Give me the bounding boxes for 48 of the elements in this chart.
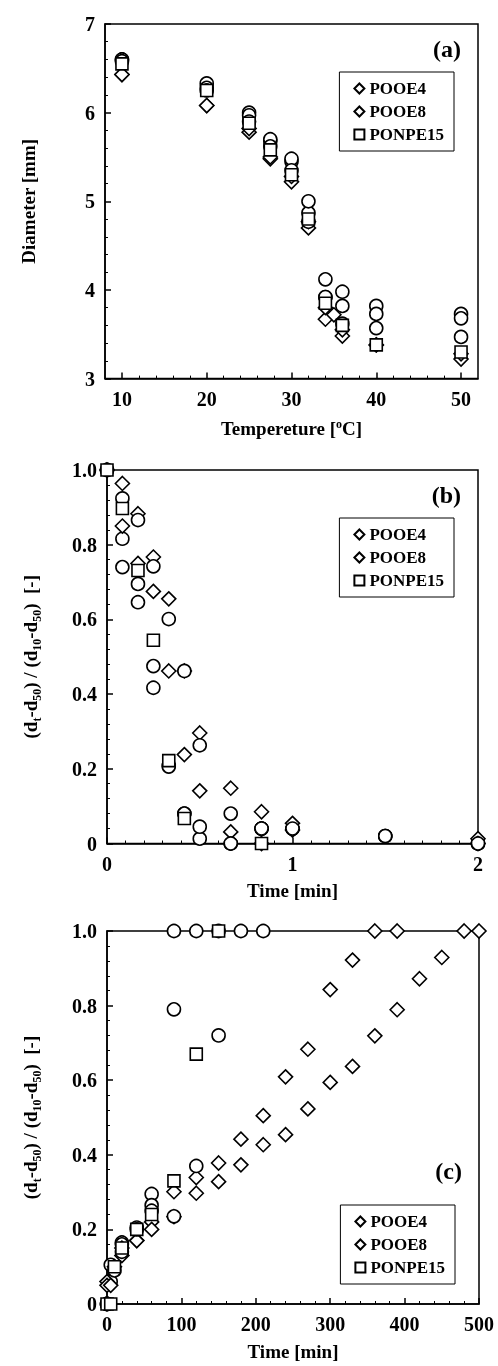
y-tick-label: 0.8 bbox=[72, 994, 97, 1017]
legend-label: PONPE15 bbox=[369, 125, 444, 144]
y-tick-label: 1.0 bbox=[72, 459, 97, 481]
text: (dt-d50) / (d10-d50) [-] bbox=[19, 1035, 44, 1200]
x-tick-label: 0 bbox=[102, 852, 112, 875]
y-tick-label: 5 bbox=[85, 190, 95, 213]
legend-label: POOE4 bbox=[370, 1212, 428, 1231]
y-tick-label: 4 bbox=[85, 278, 95, 301]
legend-label: POOE8 bbox=[369, 102, 427, 121]
text: (c) bbox=[435, 1158, 462, 1184]
y-tick-label: 0.8 bbox=[72, 533, 97, 556]
x-tick-label: 1 bbox=[287, 852, 298, 875]
text: (a) bbox=[433, 36, 461, 62]
x-tick-label: 10 bbox=[111, 387, 132, 410]
text: (dt-d50) / (d10-d50) [-] bbox=[19, 575, 44, 739]
x-tick-label: 2 bbox=[473, 852, 483, 875]
legend-label: POOE4 bbox=[369, 79, 427, 98]
x-tick-label: 20 bbox=[196, 387, 217, 410]
y-tick-label: 0.6 bbox=[72, 1069, 97, 1092]
x-tick-label: 0 bbox=[102, 1313, 112, 1335]
text: (b) bbox=[431, 482, 462, 508]
y-tick-label: 0.2 bbox=[72, 1218, 97, 1241]
x-tick-label: 100 bbox=[166, 1313, 197, 1335]
y-tick-label: 0.6 bbox=[72, 608, 97, 631]
y-tick-label: 0 bbox=[87, 1293, 97, 1315]
legend-label: PONPE15 bbox=[370, 1258, 445, 1277]
y-tick-label: 1.0 bbox=[72, 920, 97, 942]
x-tick-label: 50 bbox=[451, 387, 472, 410]
x-tick-label: 30 bbox=[281, 387, 302, 410]
x-tick-label: 200 bbox=[240, 1313, 271, 1335]
y-tick-label: 0.4 bbox=[72, 683, 97, 706]
x-axis-title: Time [min] bbox=[247, 880, 338, 901]
y-tick-label: 3 bbox=[85, 367, 95, 390]
y-tick-label: 7 bbox=[85, 13, 95, 35]
x-tick-label: 500 bbox=[464, 1313, 494, 1335]
legend-label: POOE4 bbox=[369, 525, 427, 544]
x-tick-label: 400 bbox=[389, 1313, 420, 1335]
x-tick-label: 40 bbox=[366, 387, 387, 410]
y-axis-title: Diameter [mm] bbox=[17, 138, 39, 264]
x-tick-label: 300 bbox=[315, 1313, 346, 1335]
legend-label: POOE8 bbox=[370, 1235, 428, 1254]
y-tick-label: 0.4 bbox=[72, 1143, 97, 1166]
legend-label: POOE8 bbox=[369, 548, 427, 567]
y-tick-label: 0 bbox=[87, 832, 97, 855]
legend-label: PONPE15 bbox=[369, 571, 444, 590]
y-tick-label: 6 bbox=[85, 101, 95, 124]
x-axis-title: Time [min] bbox=[247, 1340, 339, 1362]
y-tick-label: 0.2 bbox=[72, 757, 97, 780]
